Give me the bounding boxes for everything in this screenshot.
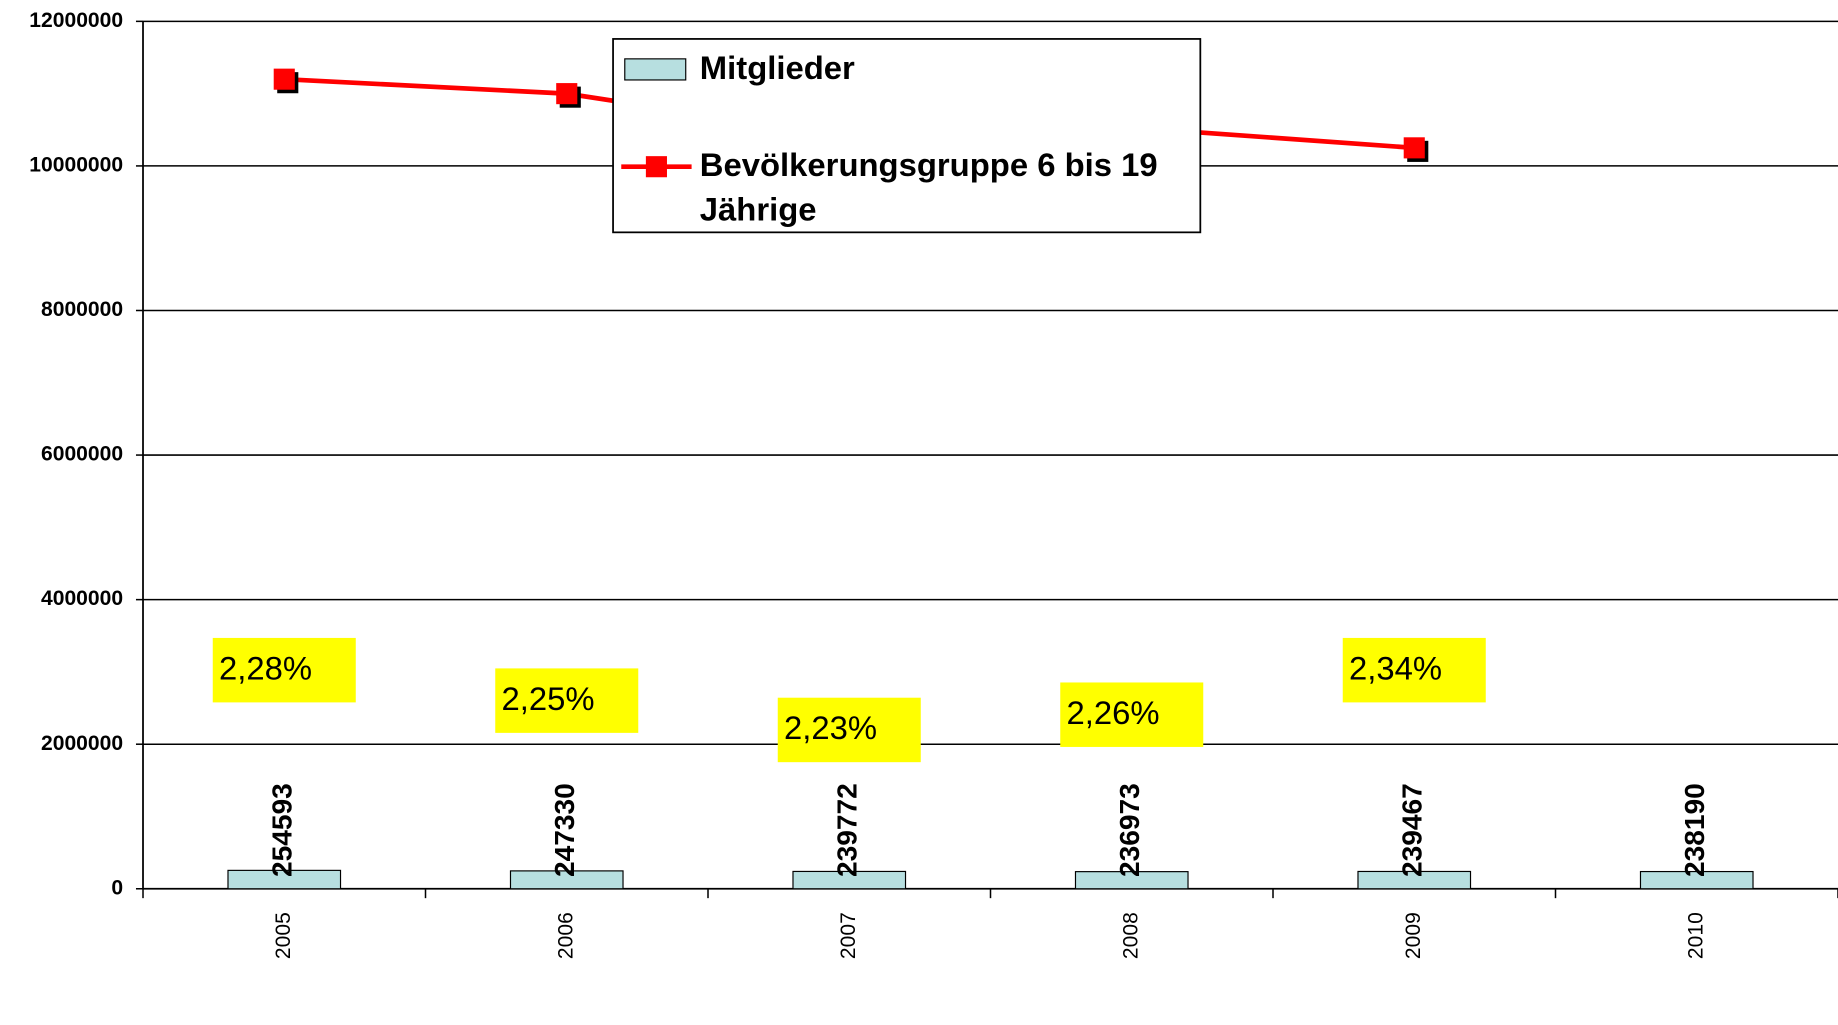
bar [1639,870,1754,890]
y-tick-label: 2000000 [41,732,123,755]
y-tick-label: 0 [111,876,123,899]
legend-label: Mitglieder [699,49,855,86]
annotation: 2,23% [784,709,877,746]
annotation: 2,28% [219,649,312,686]
x-tick-label: 2008 [1119,912,1142,959]
annotation-box [1342,637,1486,703]
bar [227,869,342,890]
x-tick-label: 2009 [1402,912,1425,959]
legend-entry: Bevölkerungsgruppe 6 bis 19 Jährige [699,146,1158,228]
value-label: 254593 [267,783,298,877]
marker [1403,137,1425,159]
legend-label: Bevölkerungsgruppe 6 bis 19 Jährige [699,146,1158,228]
x-tick-label: 2010 [1684,912,1707,959]
value-label: 239467 [1397,783,1428,877]
bar [1357,870,1472,890]
value-label: 236973 [1114,783,1145,877]
value-label: 247330 [549,783,580,877]
y-tick-label: 12000000 [29,9,123,32]
legend-swatch [624,58,687,81]
y-tick-label: 8000000 [41,298,123,321]
annotation: 2,34% [1349,649,1442,686]
legend: Mitglieder Bevölkerungsgruppe 6 bis 19 Jä… [612,38,1202,234]
bar [1074,871,1189,890]
value-label: 238190 [1679,783,1710,877]
marker [273,68,295,90]
x-tick-label: 2007 [837,912,860,959]
bar [509,870,624,890]
annotation-box [495,668,639,733]
marks: 254593 247330 239772 236973 239467 238190 2,28… [212,68,1754,890]
x-tick-label: 2006 [554,912,577,959]
annotation-box [1060,682,1204,747]
legend-entry: Mitglieder [699,49,855,86]
annotation: 2,25% [501,680,594,717]
annotation-box [212,637,356,703]
y-tick-label: 6000000 [41,443,123,466]
annotation: 2,26% [1066,694,1159,731]
legend-box [612,38,1202,234]
grid: 0 2000000 4000000 6000000 8000000 10000000 120… [29,9,1838,959]
y-tick-label: 4000000 [41,587,123,610]
y-tick-label: 10000000 [29,153,123,176]
value-label: 239772 [832,783,863,877]
x-tick-label: 2005 [272,912,295,959]
annotation-box [777,697,921,763]
legend-marker [645,156,667,178]
marker [556,83,578,105]
bar [792,870,907,890]
